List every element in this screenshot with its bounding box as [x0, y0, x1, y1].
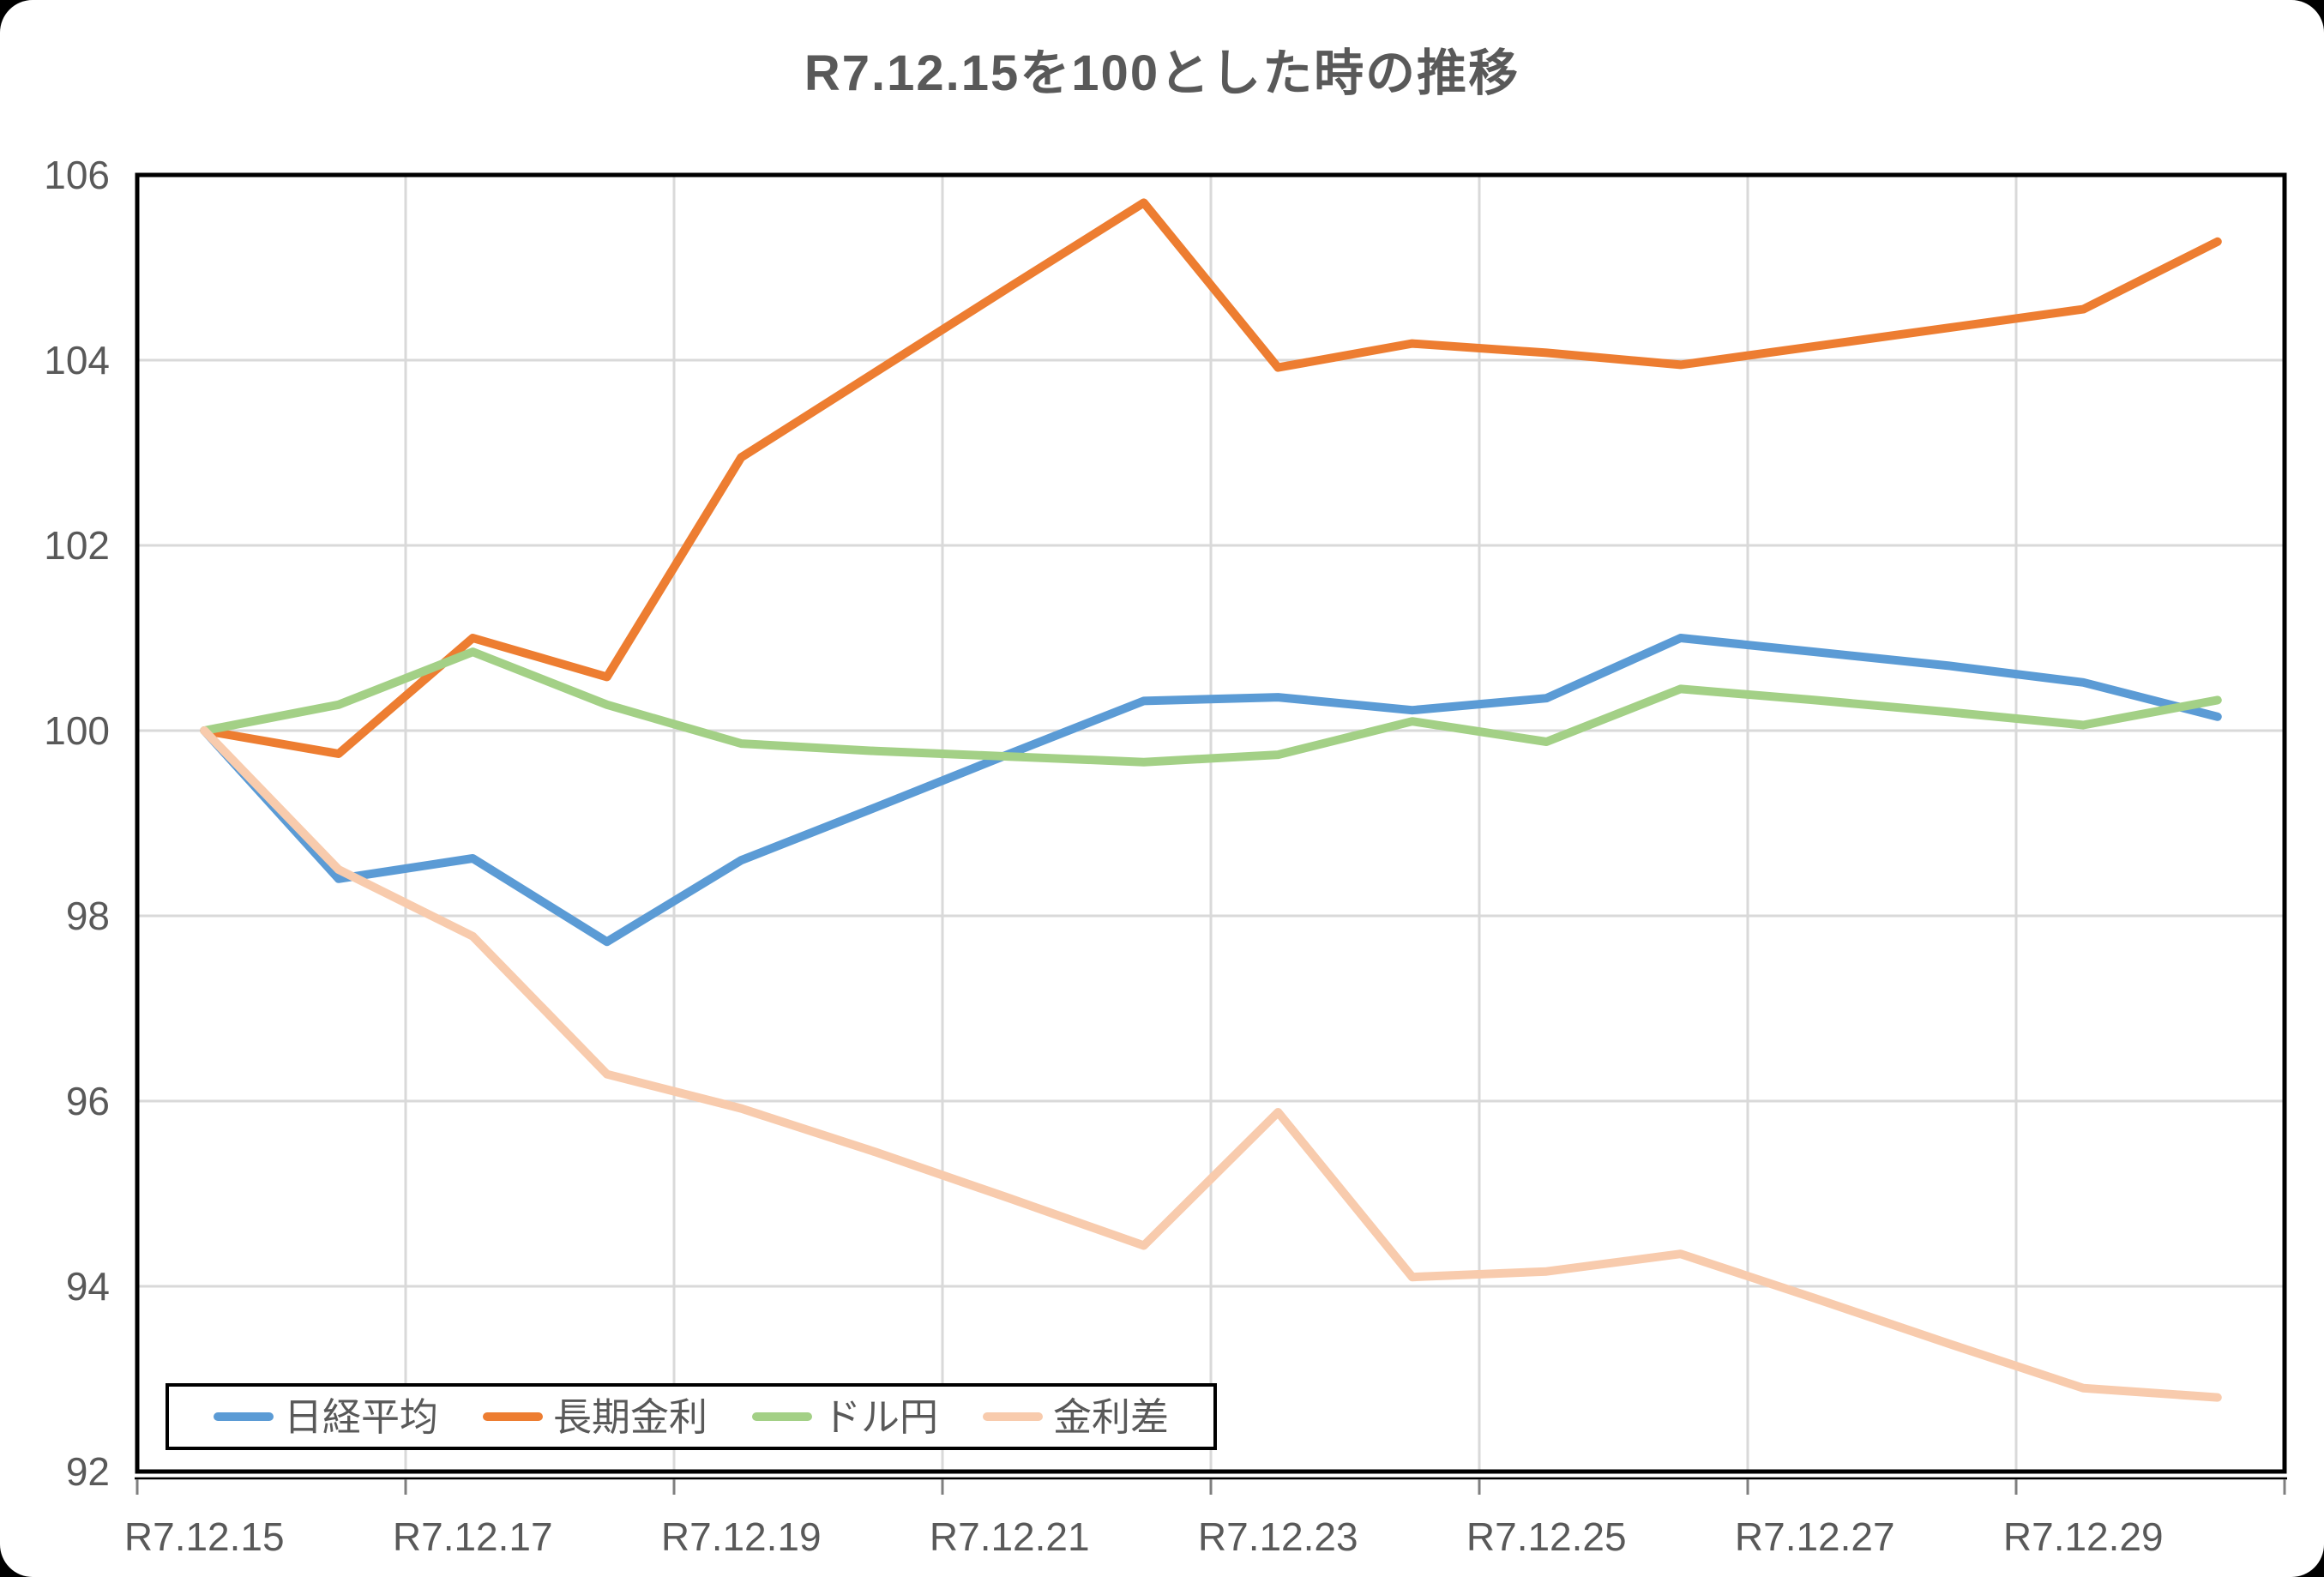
- legend-item-nikkei: 日経平均: [213, 1394, 438, 1439]
- x-axis-label: R7.12.15: [124, 1514, 285, 1559]
- legend-label: 長期金利: [552, 1394, 707, 1439]
- legend-item-rate-spread: 金利差: [982, 1394, 1169, 1439]
- y-axis-label: 94: [66, 1264, 110, 1309]
- series-line-long-term-rate: [200, 198, 2222, 758]
- y-axis-label: 106: [44, 153, 110, 197]
- y-axis-label: 100: [44, 708, 110, 753]
- legend-swatch-icon: [982, 1412, 1043, 1421]
- x-axis-label: R7.12.29: [2003, 1514, 2164, 1559]
- x-axis-label: R7.12.23: [1198, 1514, 1358, 1559]
- y-axis-label: 96: [66, 1079, 110, 1123]
- y-axis-label: 102: [44, 523, 110, 568]
- chart-legend: 日経平均 長期金利 ドル円 金利差: [166, 1383, 1217, 1450]
- y-axis-label: 104: [44, 338, 110, 382]
- legend-label: 金利差: [1052, 1394, 1169, 1439]
- plot-border: [135, 172, 2287, 1474]
- chart-title: R7.12.15を100とした時の推移: [804, 45, 1520, 101]
- y-axis-label: 92: [66, 1449, 110, 1494]
- series-line-dollar-yen: [200, 647, 2222, 767]
- legend-swatch-icon: [482, 1412, 543, 1421]
- x-axis-label: R7.12.19: [661, 1514, 822, 1559]
- x-axis-label: R7.12.17: [393, 1514, 553, 1559]
- series-line-nikkei: [200, 634, 2222, 947]
- x-axis-label: R7.12.21: [930, 1514, 1090, 1559]
- series-line-rate-spread: [200, 726, 2222, 1402]
- legend-swatch-icon: [751, 1412, 812, 1421]
- legend-swatch-icon: [213, 1412, 274, 1421]
- legend-item-dollar-yen: ドル円: [751, 1394, 938, 1439]
- x-axis-label: R7.12.25: [1466, 1514, 1627, 1559]
- legend-label: 日経平均: [283, 1394, 438, 1439]
- legend-label: ドル円: [822, 1394, 938, 1439]
- x-axis-label: R7.12.27: [1735, 1514, 1895, 1559]
- legend-item-long-term-rate: 長期金利: [482, 1394, 707, 1439]
- y-axis-label: 98: [66, 894, 110, 938]
